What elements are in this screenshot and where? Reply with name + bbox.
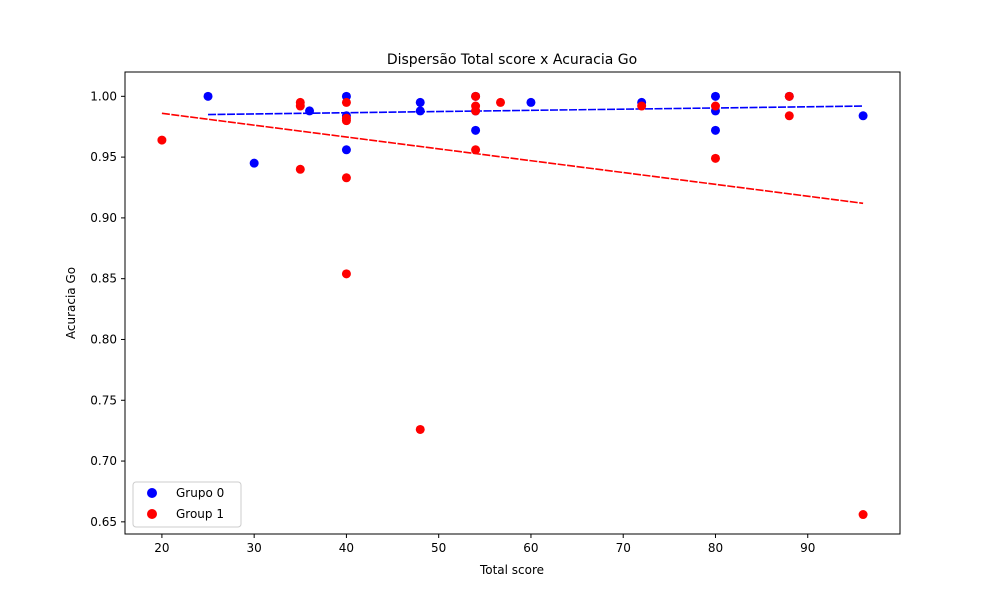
y-tick-label: 0.75 bbox=[90, 393, 117, 407]
y-tick-label: 0.95 bbox=[90, 150, 117, 164]
data-point-series-1 bbox=[471, 91, 481, 101]
x-tick-label: 60 bbox=[523, 541, 538, 555]
plot-frame bbox=[124, 71, 901, 535]
y-tick-label: 0.80 bbox=[90, 332, 117, 346]
data-point-series-1 bbox=[637, 101, 647, 111]
data-point-series-0 bbox=[858, 111, 868, 121]
data-point-series-1 bbox=[471, 106, 481, 116]
data-point-series-1 bbox=[341, 116, 351, 126]
data-point-series-1 bbox=[415, 424, 425, 434]
data-point-series-1 bbox=[341, 97, 351, 107]
legend-label-group-1: Group 1 bbox=[176, 507, 224, 521]
y-tick-label: 0.85 bbox=[90, 272, 117, 286]
data-point-series-1 bbox=[710, 153, 720, 163]
y-tick-label: 0.90 bbox=[90, 211, 117, 225]
x-tick-label: 90 bbox=[800, 541, 815, 555]
y-axis: 0.65 0.70 0.75 0.80 0.85 0.90 0.95 1.00 bbox=[90, 89, 125, 529]
legend-marker-group-1 bbox=[147, 509, 157, 519]
data-point-series-0 bbox=[415, 106, 425, 116]
data-points bbox=[157, 91, 868, 520]
data-point-series-0 bbox=[341, 145, 351, 155]
data-point-series-0 bbox=[305, 106, 315, 116]
data-point-series-1 bbox=[858, 510, 868, 520]
trendline-series-1 bbox=[161, 112, 864, 205]
data-point-series-1 bbox=[496, 97, 506, 107]
y-axis-label: Acuracia Go bbox=[64, 267, 78, 339]
plot-area bbox=[124, 71, 901, 535]
data-point-series-0 bbox=[526, 97, 536, 107]
data-point-series-1 bbox=[341, 173, 351, 183]
data-point-series-1 bbox=[784, 91, 794, 101]
data-point-series-0 bbox=[249, 158, 259, 168]
data-point-series-1 bbox=[784, 111, 794, 121]
data-point-series-1 bbox=[295, 164, 305, 174]
data-point-series-0 bbox=[710, 125, 720, 135]
data-point-series-0 bbox=[471, 125, 481, 135]
data-point-series-1 bbox=[341, 269, 351, 279]
y-tick-label: 1.00 bbox=[90, 89, 117, 103]
legend-box bbox=[132, 481, 242, 528]
x-tick-label: 40 bbox=[339, 541, 354, 555]
data-point-series-0 bbox=[710, 91, 720, 101]
x-tick-label: 30 bbox=[247, 541, 262, 555]
x-axis-label: Total score bbox=[479, 563, 544, 577]
data-point-series-1 bbox=[471, 145, 481, 155]
x-tick-label: 20 bbox=[154, 541, 169, 555]
y-tick-label: 0.65 bbox=[90, 515, 117, 529]
x-tick-label: 50 bbox=[431, 541, 446, 555]
data-point-series-0 bbox=[415, 97, 425, 107]
legend: Grupo 0 Group 1 bbox=[132, 481, 242, 528]
trendline-series-0 bbox=[208, 105, 864, 116]
x-axis: 20 30 40 50 60 70 80 90 bbox=[154, 534, 815, 555]
y-tick-label: 0.70 bbox=[90, 454, 117, 468]
data-point-series-1 bbox=[295, 101, 305, 111]
data-point-series-1 bbox=[157, 135, 167, 145]
data-point-series-0 bbox=[203, 91, 213, 101]
data-point-series-1 bbox=[710, 101, 720, 111]
chart-title: Dispersão Total score x Acuracia Go bbox=[387, 52, 637, 68]
legend-label-grupo-0: Grupo 0 bbox=[176, 486, 224, 500]
trendlines bbox=[161, 105, 864, 205]
legend-marker-grupo-0 bbox=[147, 488, 157, 498]
x-tick-label: 70 bbox=[616, 541, 631, 555]
x-tick-label: 80 bbox=[708, 541, 723, 555]
